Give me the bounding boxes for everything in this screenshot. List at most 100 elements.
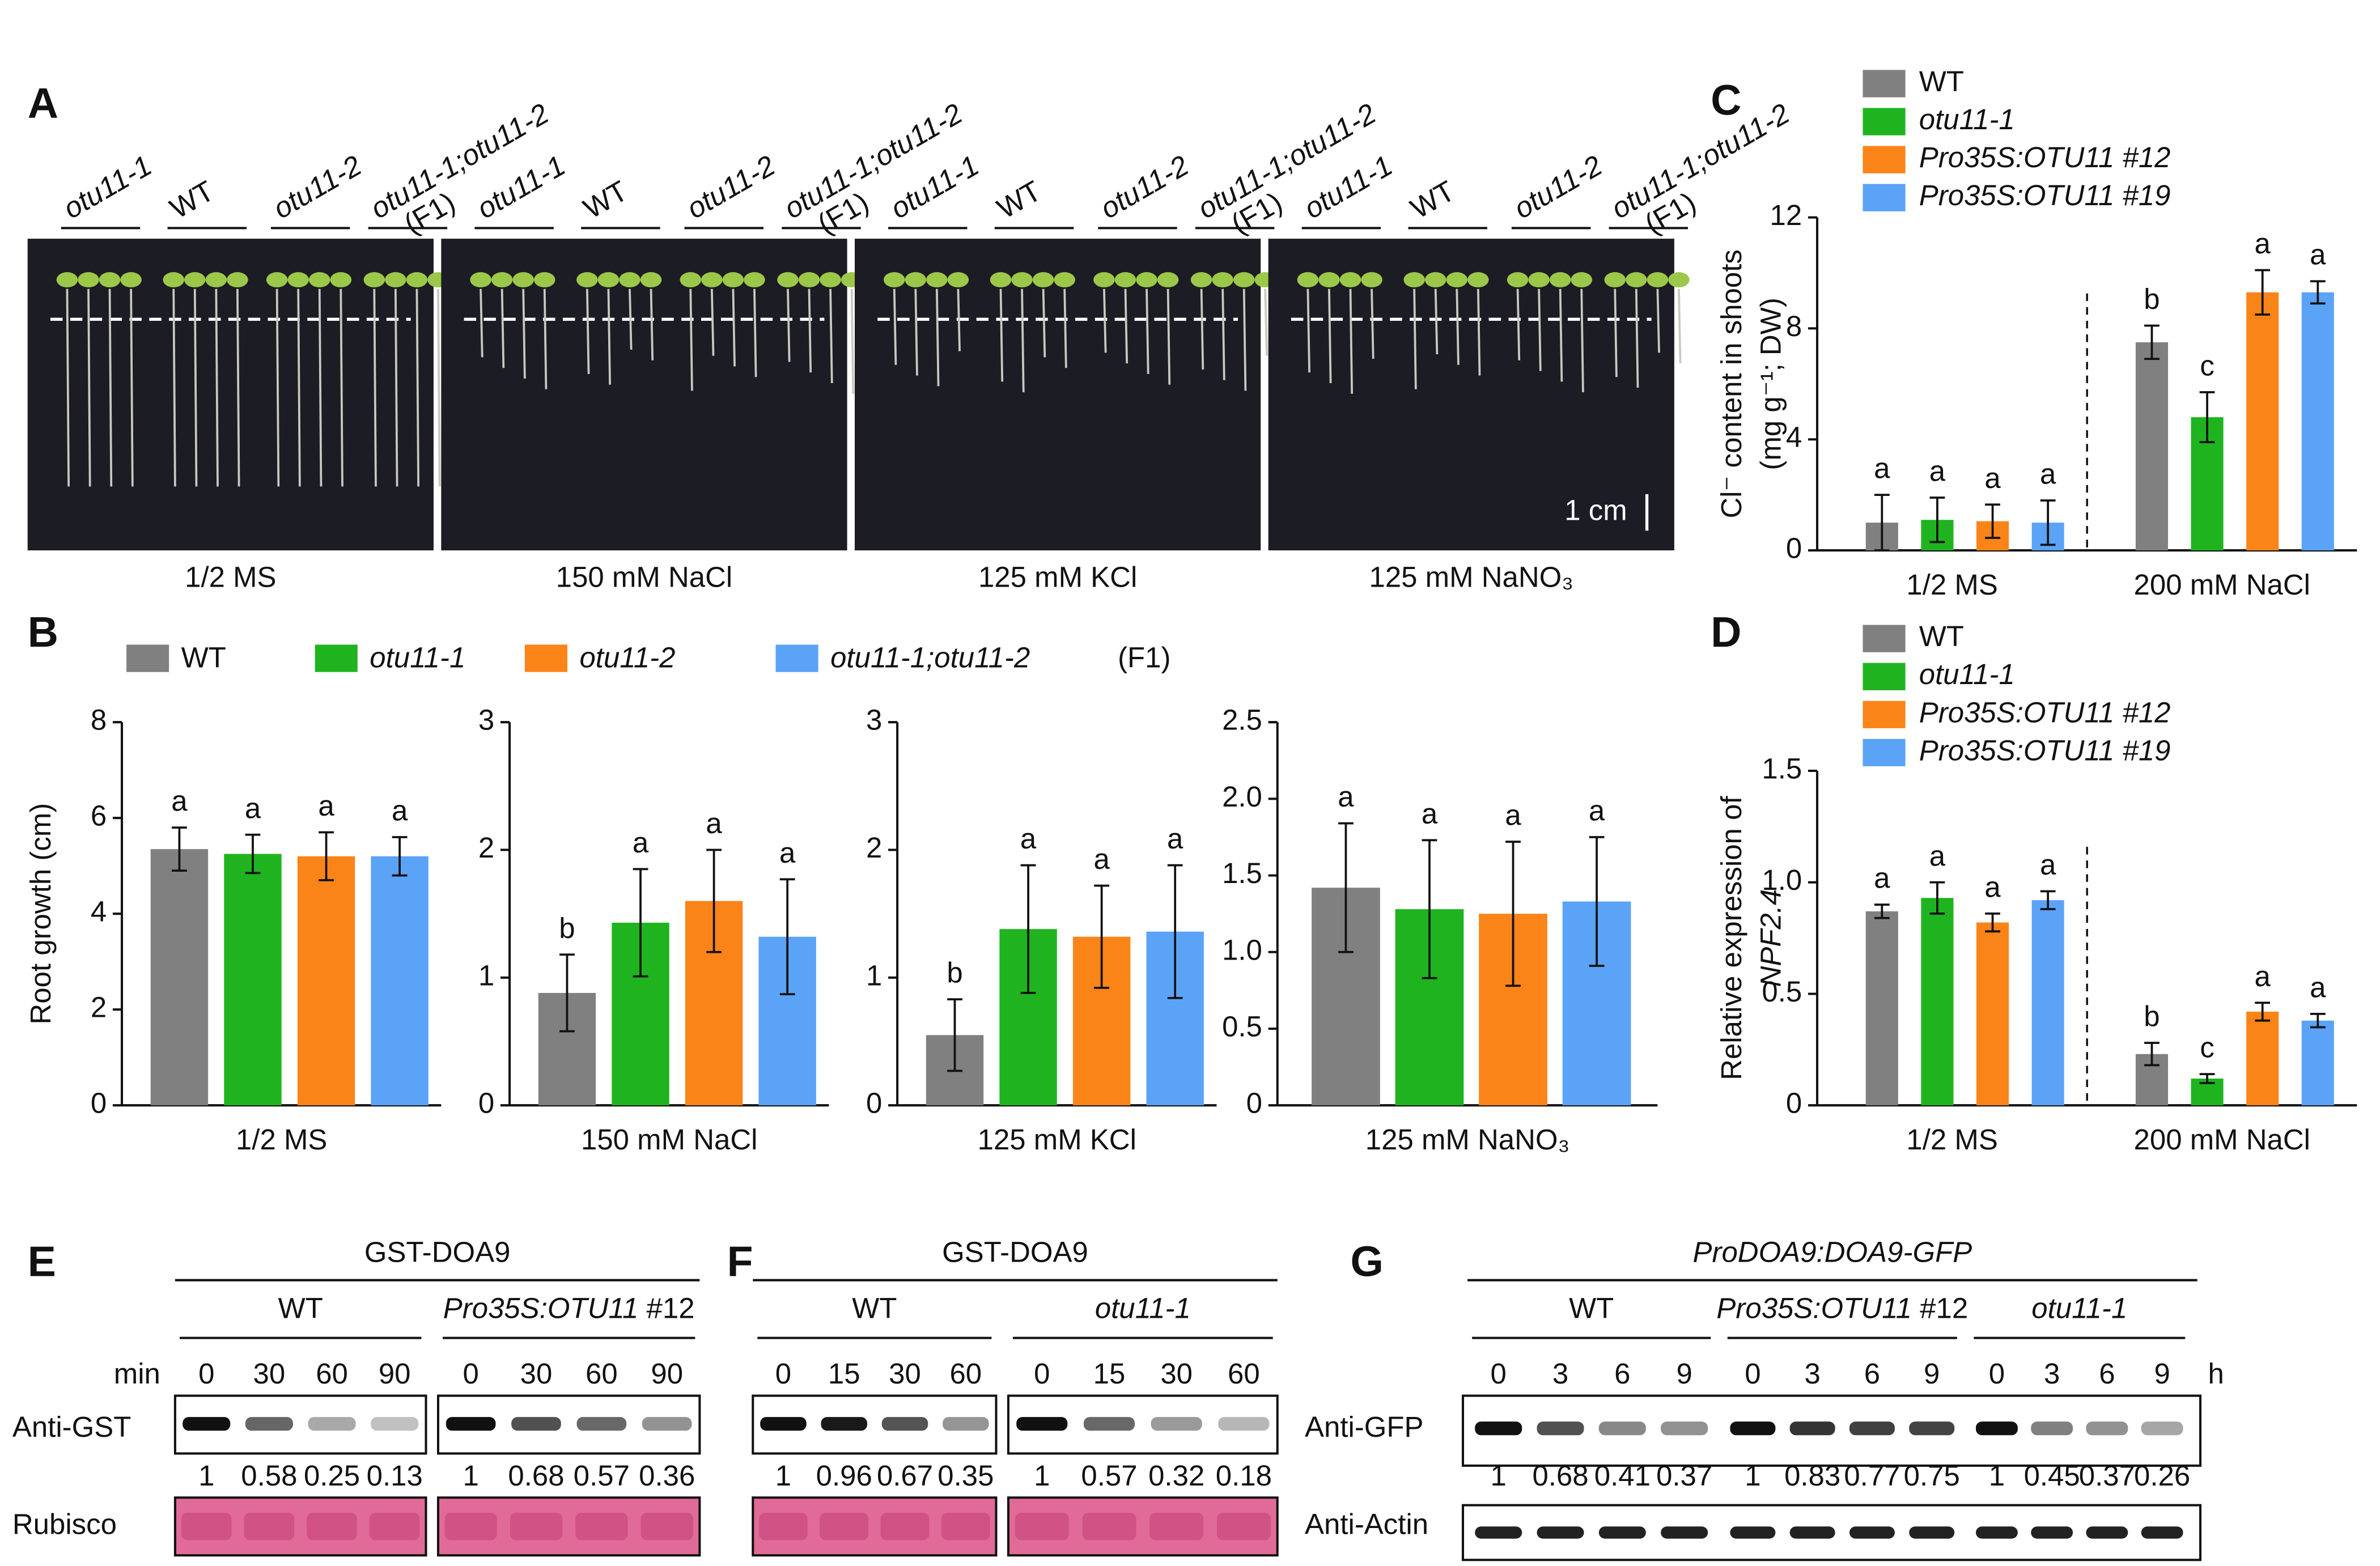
actin-band <box>1975 1526 2018 1539</box>
protein-band <box>1661 1421 1708 1436</box>
genotype-name: otu11-1 <box>2031 1292 2127 1325</box>
time-label: 15 <box>1093 1357 1126 1390</box>
seedling <box>1233 272 1255 287</box>
y-tick-label: 0 <box>478 1087 494 1119</box>
genotype-name: otu11-1 <box>1095 1292 1191 1325</box>
seedling <box>640 272 662 287</box>
significance-letter: b <box>2144 283 2160 315</box>
time-label: 3 <box>2044 1357 2060 1390</box>
legend-suffix: (F1) <box>1118 642 1170 674</box>
actin-band <box>1475 1526 1522 1539</box>
bar <box>2246 292 2279 551</box>
root <box>130 288 134 487</box>
rubisco-band <box>307 1513 357 1540</box>
seedling <box>1647 272 1669 287</box>
protein-band <box>881 1417 928 1431</box>
protein-band <box>1083 1417 1135 1431</box>
time-label: 15 <box>828 1357 860 1390</box>
protein-band <box>446 1417 496 1431</box>
legend-swatch <box>1863 70 1906 97</box>
quantity-label: 0.37 <box>2079 1459 2135 1492</box>
seedling <box>597 272 620 287</box>
root <box>1635 288 1639 388</box>
seedling <box>1626 272 1647 287</box>
root <box>275 288 280 487</box>
antibody-label: Anti-GFP <box>1305 1411 1424 1443</box>
bar <box>297 856 355 1106</box>
panel-label: G <box>1351 1238 1384 1285</box>
quantity-label: 0.68 <box>1532 1459 1588 1492</box>
protein-band <box>511 1417 561 1431</box>
root <box>893 288 897 365</box>
time-label: 0 <box>775 1357 791 1390</box>
y-tick-label: 6 <box>91 800 107 832</box>
y-tick-label: 1.5 <box>1222 857 1262 889</box>
y-tick-label: 2 <box>866 831 882 864</box>
quantity-label: 0.41 <box>1594 1459 1651 1492</box>
quantity-label: 0.96 <box>816 1459 872 1492</box>
legend-label: otu11-1 <box>1919 103 2015 135</box>
seedling <box>184 272 206 287</box>
seedling <box>1032 272 1054 287</box>
y-tick-label: 0 <box>91 1087 107 1119</box>
seedling <box>205 272 227 287</box>
root <box>1042 288 1046 358</box>
significance-letter: a <box>1589 795 1605 827</box>
time-label: 9 <box>1924 1357 1940 1390</box>
significance-letter: a <box>1020 822 1037 855</box>
root <box>1328 288 1332 384</box>
significance-letter: a <box>2310 239 2326 271</box>
bar <box>1976 922 2009 1106</box>
significance-letter: c <box>2200 350 2214 382</box>
root <box>1200 288 1204 370</box>
root <box>935 288 940 387</box>
root <box>437 288 441 487</box>
root <box>340 288 343 487</box>
rubisco-band <box>640 1513 693 1540</box>
actin-band <box>1598 1526 1646 1539</box>
rubisco-band <box>244 1513 295 1540</box>
root <box>108 288 113 487</box>
time-label: 6 <box>1864 1357 1880 1390</box>
quantity-label: 0.57 <box>574 1459 630 1492</box>
legend-label: otu11-2 <box>579 642 675 674</box>
bar <box>1921 898 1954 1106</box>
rubisco-band <box>575 1513 628 1540</box>
seedling <box>330 272 352 287</box>
genotype-label: otu11-1 <box>2031 1292 2127 1325</box>
bar <box>371 856 429 1106</box>
seedling <box>701 272 723 287</box>
significance-letter: a <box>2040 848 2056 881</box>
time-label: 90 <box>379 1357 411 1390</box>
seedling <box>1318 272 1340 287</box>
significance-letter: a <box>392 795 408 827</box>
protein-band <box>2031 1421 2073 1436</box>
quantity-label: 1 <box>1034 1459 1050 1492</box>
time-label: 9 <box>2154 1357 2170 1390</box>
protein-band <box>1975 1421 2018 1436</box>
genotype-label: Pro35S:OTU11 #12 <box>443 1292 695 1325</box>
significance-letter: a <box>1984 871 2001 903</box>
seedling <box>798 272 820 287</box>
time-label: 60 <box>949 1357 982 1390</box>
seedling <box>777 272 799 287</box>
root <box>1349 288 1354 394</box>
legend-swatch <box>1863 739 1906 766</box>
protein-band <box>1849 1421 1895 1436</box>
rubisco-band <box>510 1513 563 1540</box>
seedling <box>1136 272 1157 287</box>
seedling <box>1467 272 1489 287</box>
genotype-name: Pro35S:OTU11 <box>443 1292 639 1325</box>
x-category-label: 1/2 MS <box>236 1123 327 1156</box>
protein-band <box>1909 1421 1955 1436</box>
seedling <box>1093 272 1115 287</box>
quantity-label: 0.18 <box>1216 1459 1272 1492</box>
significance-letter: a <box>1984 462 2001 494</box>
root <box>787 288 791 362</box>
quantity-label: 1 <box>1491 1459 1507 1492</box>
seedling <box>1011 272 1033 287</box>
protein-label: GST-DOA9 <box>364 1236 511 1268</box>
time-unit: min <box>114 1357 160 1390</box>
time-label: 3 <box>1552 1357 1568 1390</box>
